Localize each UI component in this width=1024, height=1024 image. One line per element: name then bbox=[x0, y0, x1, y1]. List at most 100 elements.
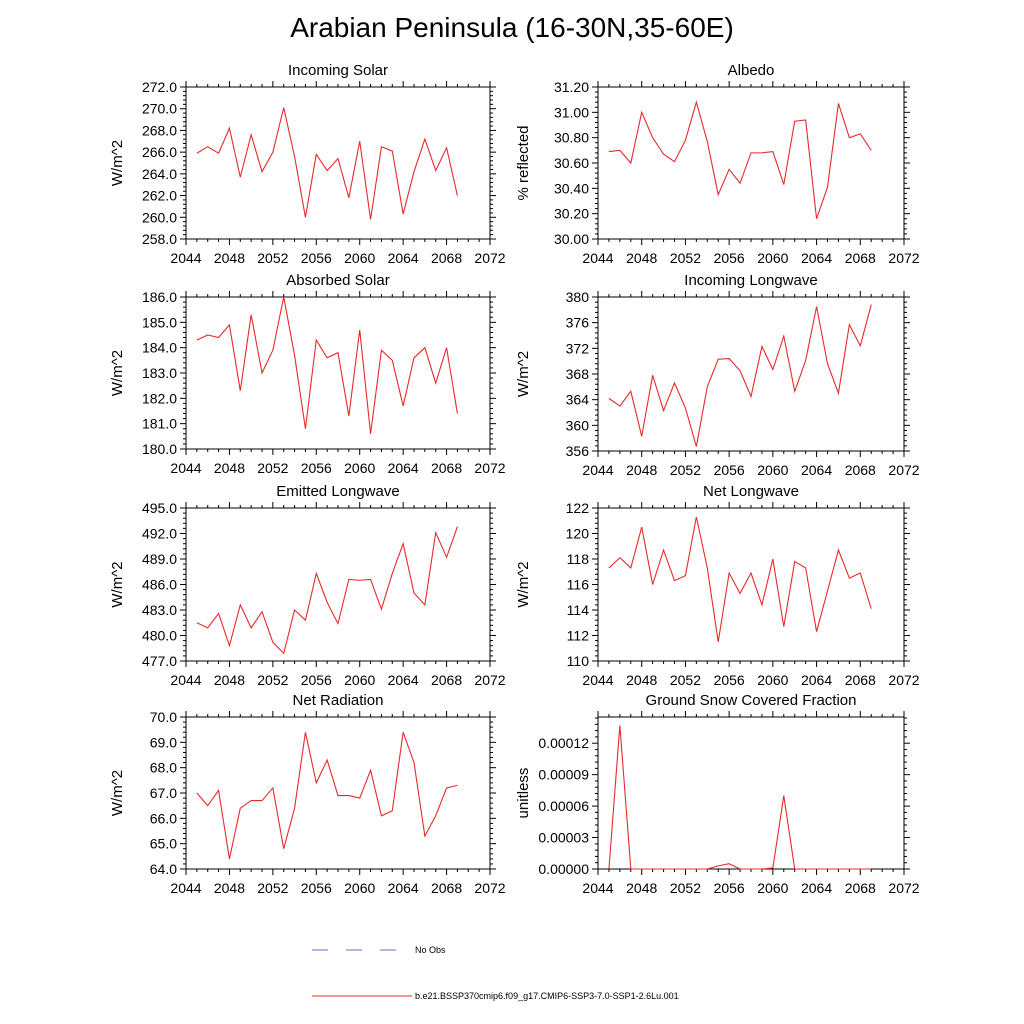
x-tick-label: 2044 bbox=[170, 460, 201, 476]
chart-title: Arabian Peninsula (16-30N,35-60E) bbox=[290, 12, 734, 43]
x-tick-label: 2060 bbox=[757, 462, 788, 478]
y-tick-label: 360 bbox=[566, 417, 590, 433]
x-tick-label: 2056 bbox=[301, 460, 332, 476]
y-tick-label: 264.0 bbox=[142, 166, 177, 182]
y-tick-label: 110 bbox=[567, 653, 590, 669]
panel-title: Absorbed Solar bbox=[286, 272, 389, 289]
x-tick-label: 2064 bbox=[388, 460, 419, 476]
y-tick-label: 31.00 bbox=[554, 104, 589, 120]
legend: No Obs b.e21.BSSP370cmip6.f09_g17.CMIP6-… bbox=[312, 945, 679, 1001]
plot-frame bbox=[597, 716, 905, 870]
y-tick-label: 258.0 bbox=[142, 231, 177, 247]
x-tick-label: 2048 bbox=[214, 250, 245, 266]
y-tick-label: 0.00003 bbox=[538, 830, 589, 846]
x-tick-label: 2052 bbox=[670, 880, 701, 896]
y-tick-label: 495.0 bbox=[142, 500, 177, 516]
legend-obs-label: No Obs bbox=[415, 945, 446, 955]
x-tick-label: 2072 bbox=[474, 880, 505, 896]
x-tick-label: 2068 bbox=[431, 250, 462, 266]
y-tick-label: 31.20 bbox=[554, 79, 589, 95]
x-tick-label: 2060 bbox=[757, 880, 788, 896]
y-axis-label: W/m^2 bbox=[109, 770, 126, 816]
y-axis-label: % reflected bbox=[515, 125, 532, 200]
x-tick-label: 2072 bbox=[888, 672, 919, 688]
x-tick-label: 2064 bbox=[801, 672, 832, 688]
y-tick-label: 262.0 bbox=[142, 188, 177, 204]
panel-title: Incoming Solar bbox=[288, 62, 388, 79]
panel-title: Emitted Longwave bbox=[276, 483, 399, 500]
series-line bbox=[608, 304, 872, 447]
y-tick-label: 376 bbox=[566, 315, 590, 331]
y-tick-label: 181.0 bbox=[142, 416, 177, 432]
y-tick-label: 30.80 bbox=[554, 130, 589, 146]
y-tick-label: 30.00 bbox=[554, 231, 589, 247]
y-tick-label: 69.0 bbox=[150, 734, 177, 750]
y-tick-label: 182.0 bbox=[142, 390, 177, 406]
x-tick-label: 2060 bbox=[757, 672, 788, 688]
y-tick-label: 477.0 bbox=[142, 653, 177, 669]
x-tick-label: 2056 bbox=[301, 672, 332, 688]
panel-title: Net Longwave bbox=[703, 483, 799, 500]
y-tick-label: 0.00012 bbox=[538, 735, 589, 751]
panel-7: 2044 2048 2052 2056 2060 2064 2068 2072 64.0 65.0… bbox=[109, 692, 506, 896]
x-tick-label: 2056 bbox=[714, 672, 745, 688]
series-line bbox=[196, 732, 458, 859]
x-tick-label: 2060 bbox=[344, 880, 375, 896]
y-tick-label: 483.0 bbox=[142, 602, 177, 618]
plot-frame bbox=[597, 86, 905, 240]
y-tick-label: 30.40 bbox=[554, 180, 589, 196]
plot-frame bbox=[185, 86, 491, 240]
y-axis-label: W/m^2 bbox=[109, 140, 126, 186]
plot-frame bbox=[597, 507, 905, 662]
x-tick-label: 2072 bbox=[474, 672, 505, 688]
x-tick-label: 2048 bbox=[626, 880, 657, 896]
series-line bbox=[608, 516, 872, 642]
x-tick-label: 2060 bbox=[344, 250, 375, 266]
y-tick-label: 368 bbox=[566, 366, 590, 382]
x-tick-label: 2060 bbox=[344, 672, 375, 688]
y-tick-label: 66.0 bbox=[150, 810, 177, 826]
x-tick-label: 2044 bbox=[170, 880, 201, 896]
x-tick-label: 2064 bbox=[801, 462, 832, 478]
y-tick-label: 480.0 bbox=[142, 628, 177, 644]
x-tick-label: 2048 bbox=[214, 460, 245, 476]
y-tick-label: 120 bbox=[566, 526, 590, 542]
x-tick-label: 2064 bbox=[388, 672, 419, 688]
panel-5: 2044 2048 2052 2056 2060 2064 2068 2072 477.0 480… bbox=[109, 483, 506, 688]
plot-frame bbox=[185, 296, 491, 450]
x-tick-label: 2060 bbox=[344, 460, 375, 476]
y-tick-label: 272.0 bbox=[142, 79, 177, 95]
panel-8: 2044 2048 2052 2056 2060 2064 2068 2072 0.00000 0… bbox=[515, 692, 920, 896]
y-tick-label: 492.0 bbox=[142, 526, 177, 542]
y-tick-label: 67.0 bbox=[150, 785, 177, 801]
x-tick-label: 2060 bbox=[757, 250, 788, 266]
x-tick-label: 2056 bbox=[301, 250, 332, 266]
panel-title: Incoming Longwave bbox=[684, 272, 817, 289]
y-tick-label: 0.00009 bbox=[538, 767, 589, 783]
y-axis-label: W/m^2 bbox=[109, 350, 126, 396]
y-tick-label: 372 bbox=[566, 340, 590, 356]
series-line bbox=[196, 107, 458, 220]
x-tick-label: 2072 bbox=[474, 250, 505, 266]
series-line bbox=[608, 725, 872, 870]
plot-frame bbox=[597, 296, 905, 452]
y-tick-label: 184.0 bbox=[142, 340, 177, 356]
chart-panels: 2044 2048 2052 2056 2060 2064 2068 2072 258.0 260… bbox=[109, 62, 920, 896]
x-tick-label: 2048 bbox=[214, 672, 245, 688]
x-tick-label: 2056 bbox=[714, 880, 745, 896]
y-tick-label: 118 bbox=[567, 551, 590, 567]
y-tick-label: 185.0 bbox=[142, 314, 177, 330]
x-tick-label: 2068 bbox=[431, 460, 462, 476]
x-tick-label: 2072 bbox=[888, 250, 919, 266]
x-tick-label: 2064 bbox=[388, 250, 419, 266]
y-axis-label: W/m^2 bbox=[515, 351, 532, 397]
legend-model-label: b.e21.BSSP370cmip6.f09_g17.CMIP6-SSP3-7.… bbox=[415, 991, 679, 1001]
x-tick-label: 2068 bbox=[845, 880, 876, 896]
y-tick-label: 364 bbox=[566, 392, 590, 408]
panel-title: Ground Snow Covered Fraction bbox=[646, 692, 857, 709]
panel-1: 2044 2048 2052 2056 2060 2064 2068 2072 258.0 260… bbox=[109, 62, 506, 266]
y-tick-label: 183.0 bbox=[142, 365, 177, 381]
y-tick-label: 380 bbox=[566, 289, 590, 305]
x-tick-label: 2052 bbox=[257, 250, 288, 266]
